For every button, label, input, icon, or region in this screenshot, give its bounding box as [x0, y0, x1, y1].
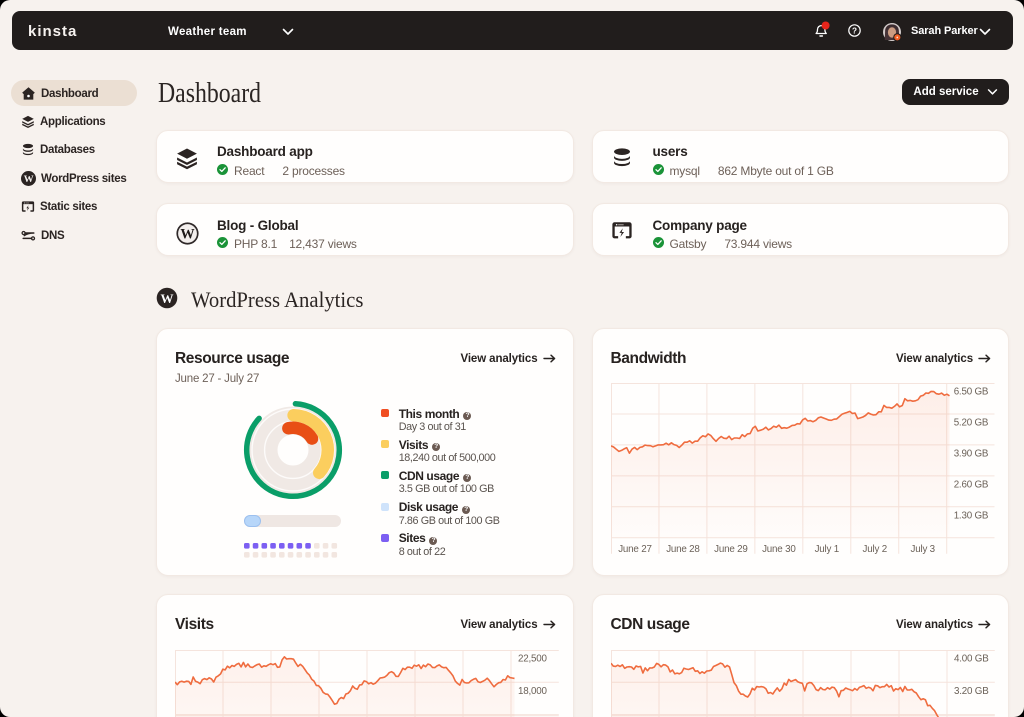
svg-text:6.50 GB: 6.50 GB: [953, 387, 988, 398]
svg-text:July 2: July 2: [862, 544, 886, 555]
svg-text:5.20 GB: 5.20 GB: [953, 417, 988, 428]
svg-text:W: W: [161, 291, 174, 306]
svg-text:18,000: 18,000: [518, 685, 548, 696]
svg-text:22,500: 22,500: [518, 653, 548, 664]
svg-text:June 29: June 29: [714, 544, 747, 555]
svg-text:4.00 GB: 4.00 GB: [954, 653, 989, 664]
svg-text:July 1: July 1: [814, 544, 838, 555]
svg-text:W: W: [24, 174, 34, 185]
svg-text:3.20 GB: 3.20 GB: [954, 685, 989, 696]
svg-text:2.60 GB: 2.60 GB: [953, 479, 988, 490]
svg-text:3.90 GB: 3.90 GB: [953, 448, 988, 459]
svg-text:?: ?: [852, 26, 857, 35]
svg-text:June 28: June 28: [666, 544, 700, 555]
svg-text:June 30: June 30: [762, 544, 796, 555]
svg-text:1.30 GB: 1.30 GB: [953, 510, 988, 521]
svg-text:July 3: July 3: [910, 544, 935, 555]
svg-text:W: W: [180, 227, 195, 243]
svg-text:June 27: June 27: [618, 544, 651, 555]
